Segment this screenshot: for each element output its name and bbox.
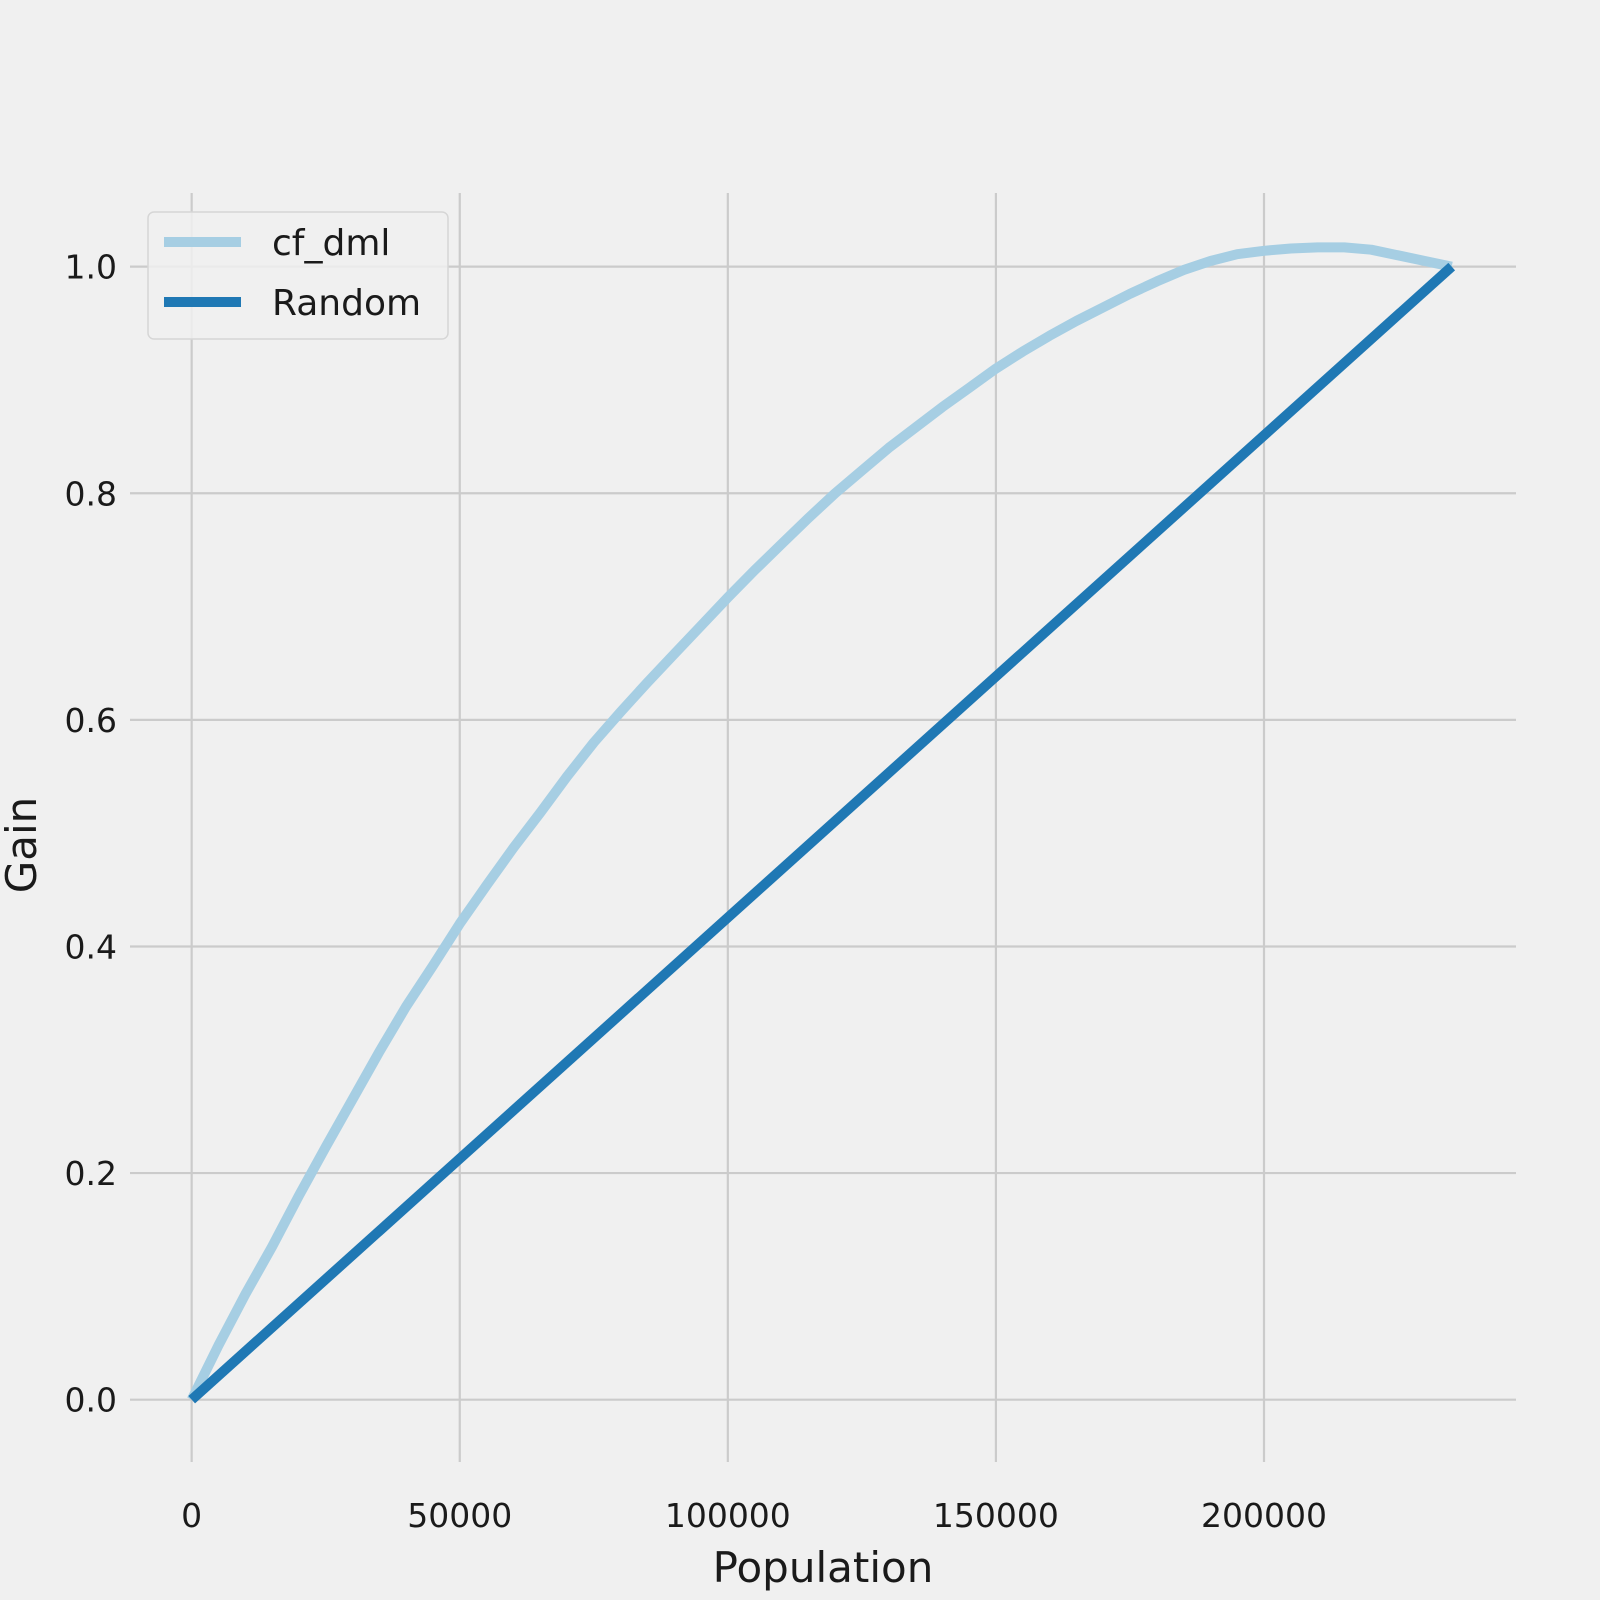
- legend-label-random: Random: [272, 283, 421, 324]
- x-tick-label: 50000: [407, 1496, 512, 1535]
- y-tick-label: 0.2: [65, 1154, 117, 1193]
- x-tick-labels: 0 50000 100000 150000 200000: [181, 1496, 1327, 1535]
- series-line-random: [188, 262, 1456, 1404]
- series-line-cf-dml: [187, 242, 1453, 1402]
- y-tick-label: 0.6: [65, 701, 117, 740]
- x-tick-label: 100000: [665, 1496, 791, 1535]
- y-tick-label: 0.4: [65, 927, 117, 966]
- x-tick-label: 0: [181, 1496, 202, 1535]
- series-layer: [187, 242, 1456, 1404]
- y-tick-labels: 0.0 0.2 0.4 0.6 0.8 1.0: [65, 248, 117, 1420]
- y-tick-label: 0.0: [65, 1381, 117, 1420]
- y-tick-label: 0.8: [65, 474, 117, 513]
- legend-label-cf-dml: cf_dml: [272, 223, 390, 264]
- y-axis-label: Gain: [0, 797, 46, 894]
- legend: cf_dml Random: [147, 211, 449, 340]
- x-tick-label: 200000: [1201, 1496, 1327, 1535]
- x-axis-label: Population: [713, 1543, 934, 1592]
- x-tick-label: 150000: [933, 1496, 1059, 1535]
- y-tick-label: 1.0: [65, 248, 117, 287]
